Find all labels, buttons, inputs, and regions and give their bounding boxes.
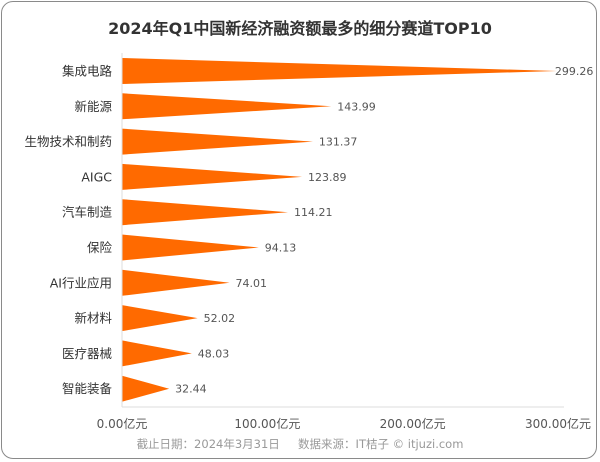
bar-1 [122, 93, 332, 120]
bar-7 [122, 305, 198, 332]
bar-0 [122, 58, 557, 84]
category-label: 新能源 [74, 99, 112, 114]
value-label: 299.26 [555, 65, 594, 78]
chart-title: 2024年Q1中国新经济融资额最多的细分赛道TOP10 [108, 19, 492, 38]
value-label: 94.13 [265, 242, 297, 255]
bar-3 [122, 163, 303, 190]
footer-source: 截止日期：2024年3月31日 数据来源：IT桔子 © itjuzi.com [137, 437, 464, 451]
bar-6 [122, 269, 230, 296]
bar-9 [122, 375, 170, 402]
category-label: AI行业应用 [50, 275, 112, 290]
category-label: 生物技术和制药 [24, 134, 112, 149]
value-label: 52.02 [204, 312, 236, 325]
category-label: 新材料 [74, 311, 112, 326]
value-label: 114.21 [294, 206, 333, 219]
value-label: 48.03 [198, 347, 230, 360]
value-label: 123.89 [308, 171, 347, 184]
x-tick-label: 100.00亿元 [234, 416, 300, 431]
category-label: 汽车制造 [62, 205, 113, 220]
bar-5 [122, 234, 259, 261]
bar-8 [122, 340, 192, 367]
value-label: 32.44 [175, 383, 207, 396]
value-label: 131.37 [319, 136, 358, 149]
bar-2 [122, 128, 313, 155]
bar-4 [122, 199, 288, 226]
x-tick-label: 200.00亿元 [380, 416, 446, 431]
category-label: 医疗器械 [62, 346, 113, 361]
category-label: 保险 [87, 240, 113, 255]
value-label: 74.01 [236, 277, 268, 290]
category-label: 智能装备 [62, 381, 113, 396]
category-label: 集成电路 [62, 64, 113, 79]
x-tick-label: 0.00亿元 [97, 416, 148, 431]
category-label: AIGC [81, 169, 112, 184]
value-label: 143.99 [337, 100, 376, 113]
x-tick-label: 300.00亿元 [525, 416, 591, 431]
